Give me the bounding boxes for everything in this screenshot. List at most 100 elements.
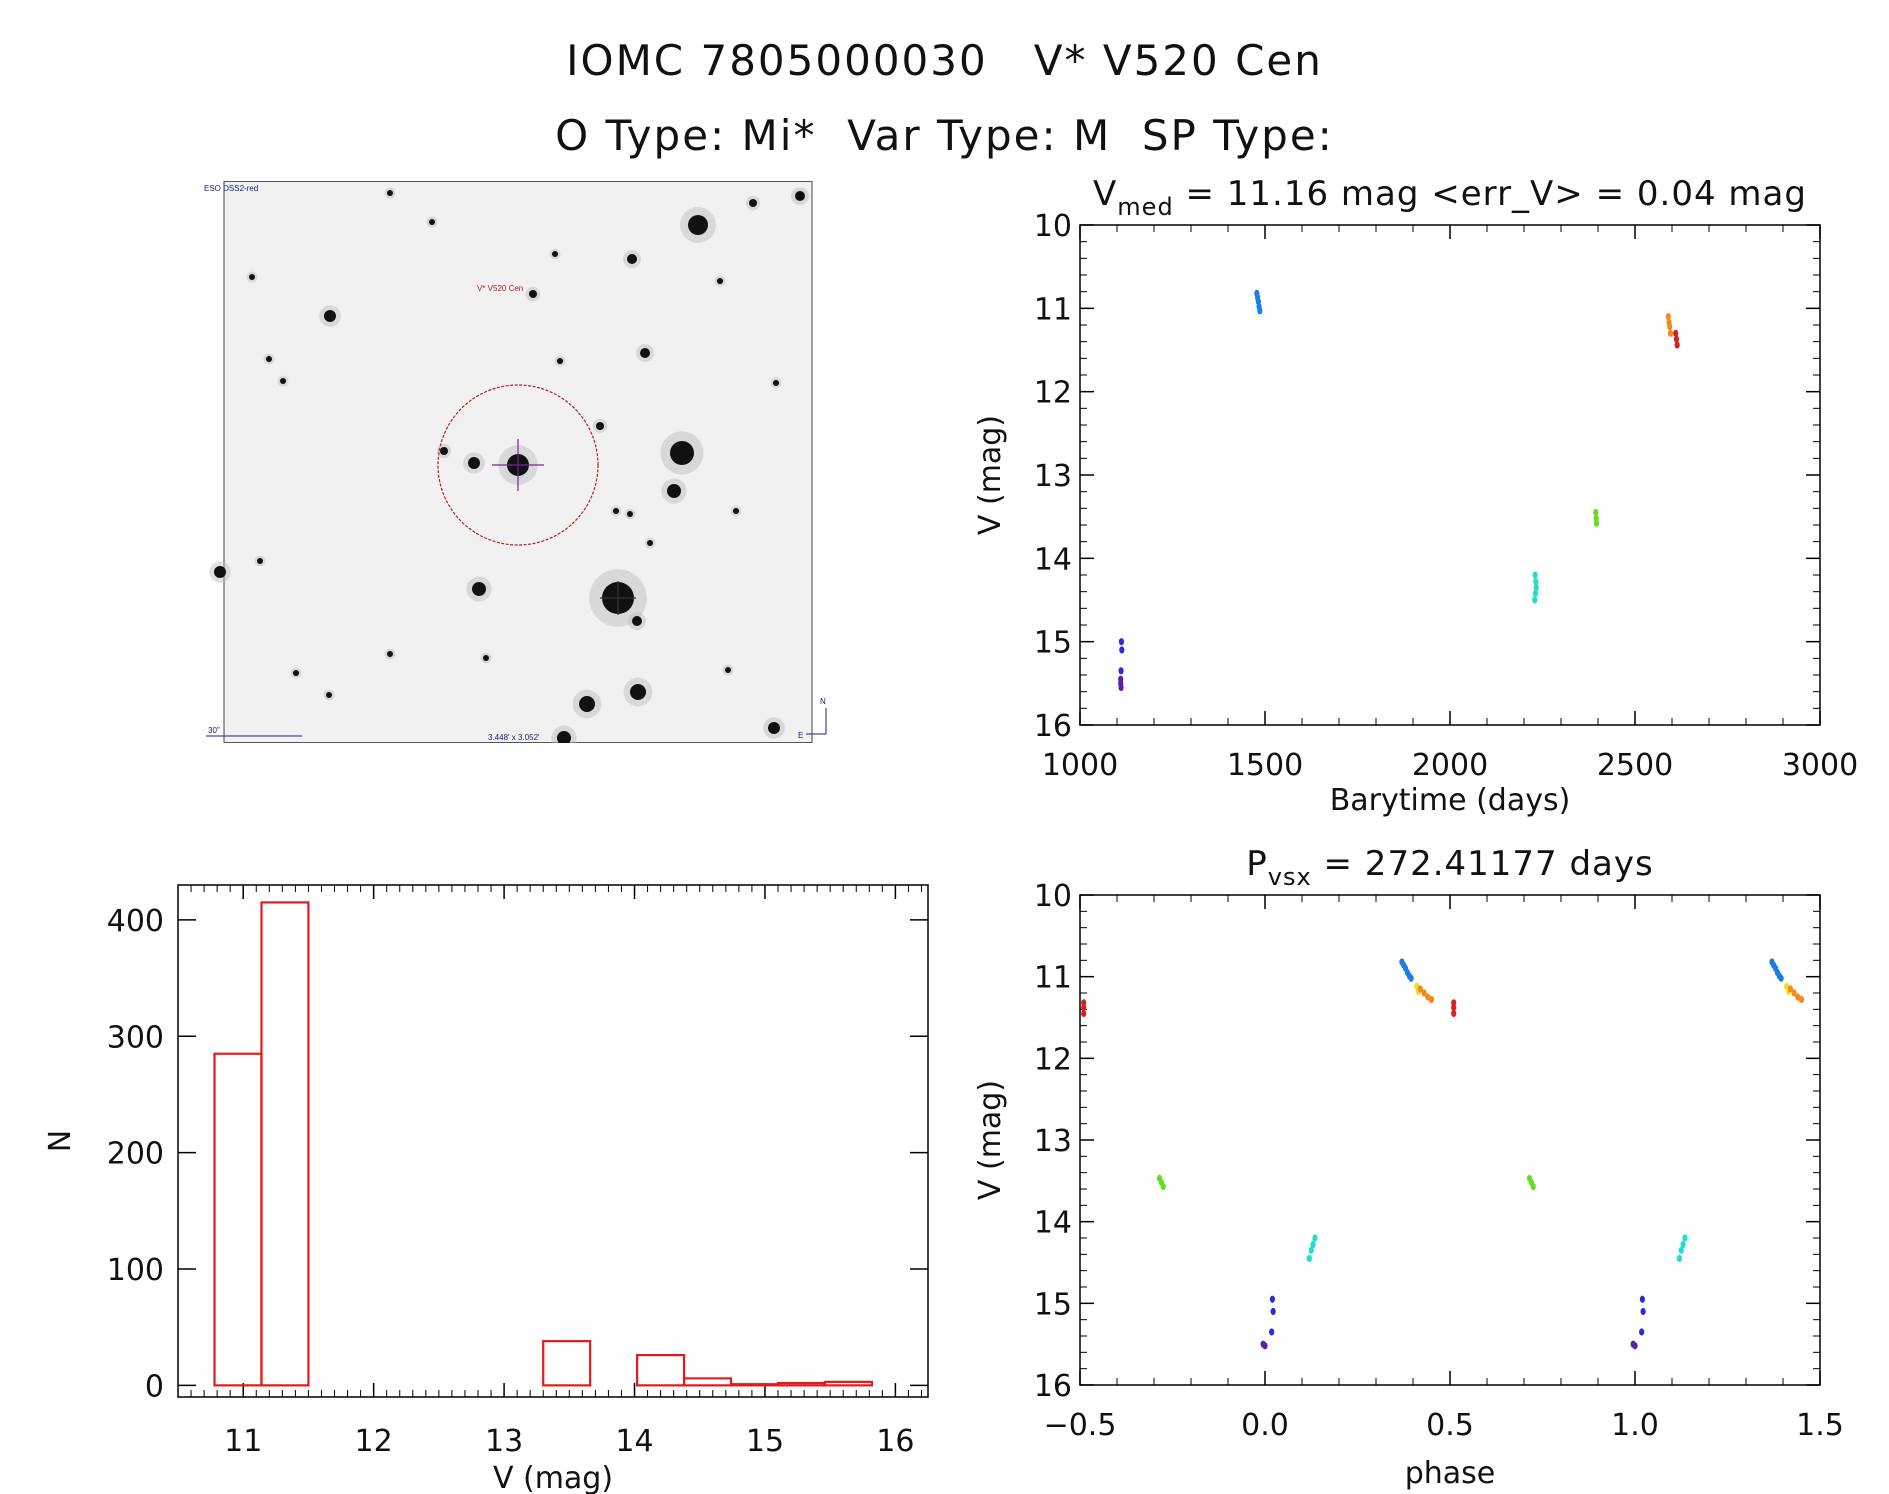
- target-circle: [437, 384, 599, 546]
- data-point: [1160, 1182, 1166, 1191]
- data-point: [1593, 519, 1600, 527]
- data-point: [1787, 985, 1793, 993]
- histogram-bar: [542, 1340, 592, 1387]
- data-point: [1791, 989, 1797, 997]
- data-point: [1530, 1182, 1536, 1191]
- data-point: [1682, 1234, 1688, 1242]
- histogram-bar: [823, 1380, 874, 1387]
- data-point: [1257, 307, 1263, 315]
- star: [627, 511, 633, 517]
- histogram-bar: [682, 1377, 733, 1387]
- star: [579, 696, 595, 712]
- y-tick-label: 12: [1034, 376, 1072, 411]
- finder-chart-image: ESO DSS2-red V* V520 Cen 30" 3.448' x 3.…: [200, 181, 834, 743]
- data-point: [1428, 995, 1435, 1004]
- data-point: [1673, 329, 1679, 337]
- x-tick-label: 1500: [1227, 748, 1303, 783]
- star: [795, 191, 805, 201]
- star: [688, 215, 708, 235]
- data-point: [1667, 323, 1673, 331]
- star: [249, 274, 255, 280]
- y-tick-label: 14: [1034, 1206, 1072, 1241]
- x-tick-label: 14: [615, 1424, 653, 1459]
- y-tick-label: 13: [1034, 1124, 1072, 1159]
- x-axis-label: phase: [1405, 1456, 1496, 1491]
- y-tick-label: 10: [1034, 879, 1072, 914]
- x-axis-label: Barytime (days): [1330, 783, 1571, 818]
- data-point: [1270, 1307, 1276, 1316]
- data-point: [1639, 1328, 1645, 1336]
- data-point: [1269, 1328, 1275, 1336]
- data-point: [1680, 1240, 1686, 1249]
- x-tick-label: 2000: [1412, 748, 1488, 783]
- y-tick-label: 15: [1034, 1287, 1072, 1322]
- chart-title: Vmed = 11.16 mag <err_V> = 0.04 mag: [1093, 174, 1807, 221]
- data-point: [1310, 1240, 1316, 1249]
- data-point: [1262, 1342, 1268, 1350]
- x-tick-label: 0.0: [1241, 1408, 1289, 1443]
- histogram-bar: [260, 901, 310, 1387]
- compass-east-label: E: [798, 731, 803, 740]
- data-point: [1632, 1342, 1638, 1350]
- star: [266, 356, 272, 362]
- x-tick-label: 16: [876, 1424, 914, 1459]
- y-tick-label: 400: [107, 904, 164, 939]
- y-tick-label: 300: [107, 1020, 164, 1055]
- star: [468, 457, 480, 469]
- y-tick-label: 200: [107, 1137, 164, 1172]
- star: [640, 348, 650, 358]
- x-tick-label: 3000: [1782, 748, 1858, 783]
- x-tick-label: 12: [355, 1424, 393, 1459]
- data-point: [1533, 583, 1539, 592]
- data-point: [1533, 578, 1539, 586]
- star: [387, 190, 393, 196]
- y-axis-label: V (mag): [973, 415, 1008, 535]
- target-label: V* V520 Cen: [477, 284, 523, 293]
- histogram-bar: [729, 1383, 780, 1387]
- data-point: [1408, 974, 1414, 982]
- star: [214, 566, 226, 578]
- star: [667, 484, 681, 498]
- star: [557, 358, 563, 364]
- y-tick-label: 13: [1034, 459, 1072, 494]
- star: [472, 582, 486, 596]
- data-point: [1118, 638, 1125, 646]
- star: [670, 441, 694, 465]
- star: [725, 667, 731, 673]
- star: [733, 508, 739, 514]
- chart-title: Pvsx = 272.41177 days: [1246, 844, 1653, 891]
- data-point: [1312, 1234, 1318, 1242]
- star: [647, 540, 653, 546]
- data-point: [1674, 341, 1680, 349]
- survey-label: ESO DSS2-red: [204, 184, 258, 193]
- light-curve-chart: 1000 1500 2000 2500 3000 10 11 12 13 14 15 16 Vmed =…: [973, 174, 1858, 818]
- x-tick-label: 1.0: [1611, 1408, 1659, 1443]
- y-tick-label: 16: [1034, 709, 1072, 744]
- histogram-bar: [636, 1354, 686, 1387]
- histogram-bar: [213, 1052, 263, 1387]
- star: [613, 508, 619, 514]
- data-point: [1269, 1295, 1275, 1303]
- star: [483, 655, 489, 661]
- data-point: [1667, 329, 1674, 337]
- star: [630, 684, 646, 700]
- star: [440, 447, 448, 455]
- y-tick-label: 12: [1034, 1042, 1072, 1077]
- data-point: [1081, 1004, 1087, 1012]
- data-point: [1532, 589, 1539, 597]
- star: [429, 219, 435, 225]
- data-point: [1678, 1246, 1684, 1254]
- data-point: [1081, 1009, 1087, 1018]
- data-point: [1306, 1254, 1312, 1263]
- y-tick-label: 11: [1034, 292, 1072, 327]
- y-tick-label: 15: [1034, 626, 1072, 661]
- star: [293, 670, 299, 676]
- star: [529, 290, 537, 298]
- data-point: [1421, 989, 1427, 997]
- y-axis-label: N: [43, 1130, 78, 1152]
- x-tick-label: 0.5: [1426, 1408, 1474, 1443]
- x-tick-label: 1000: [1042, 748, 1118, 783]
- x-tick-label: 15: [746, 1424, 784, 1459]
